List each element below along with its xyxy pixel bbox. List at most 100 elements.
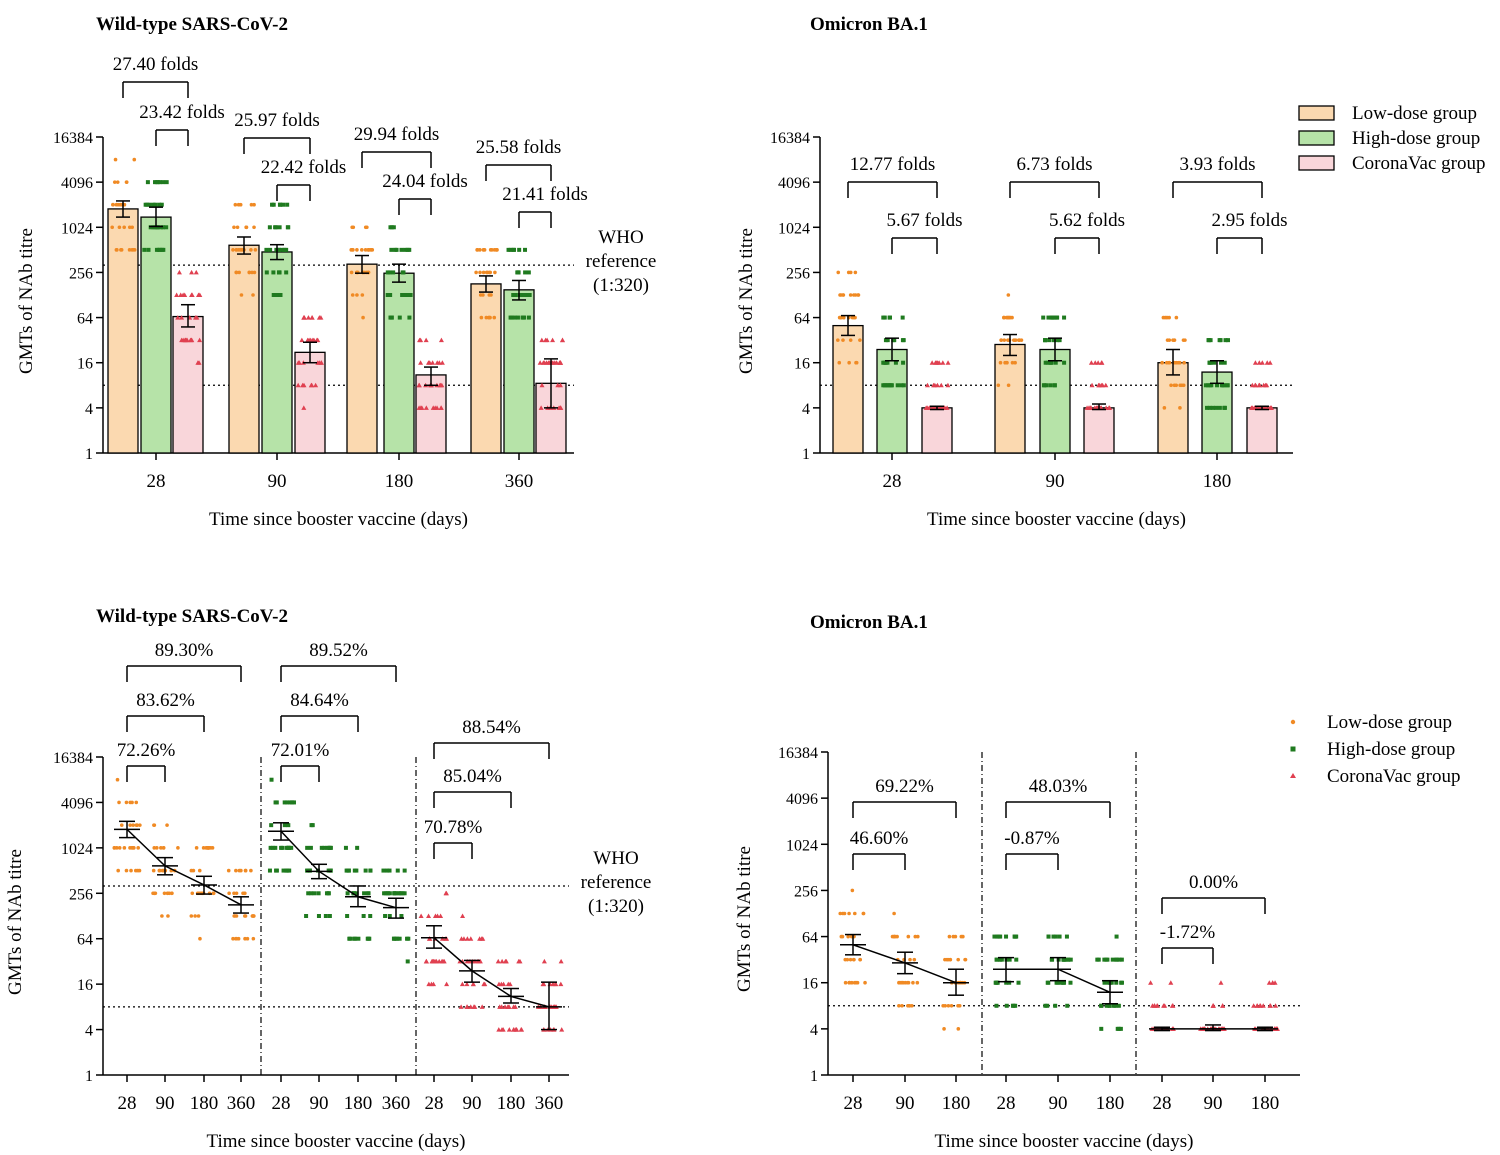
data-point-low-dose <box>119 823 124 827</box>
data-point-coronavac <box>1161 1003 1167 1008</box>
data-point-high-dose <box>509 315 514 320</box>
data-point-high-dose <box>402 891 407 896</box>
data-point-high-dose <box>1068 957 1073 962</box>
reduction-percent-label: 72.01% <box>271 740 330 761</box>
data-point-coronavac <box>511 1027 517 1032</box>
x-tick-label: 90 <box>463 1093 482 1114</box>
data-point-coronavac <box>495 958 501 964</box>
panel-d: Omicron BA.1 1 4 16 64 256 1024 4096 16384 GMTs o… <box>734 612 1300 1152</box>
data-point-high-dose <box>277 225 282 230</box>
data-point-high-dose <box>270 202 275 207</box>
x-tick-label: 90 <box>268 471 287 492</box>
data-point-high-dose <box>397 936 402 941</box>
data-point-high-dose <box>889 383 894 388</box>
data-point-high-dose <box>362 891 367 896</box>
data-point-low-dose <box>852 911 857 916</box>
x-tick-label: 180 <box>942 1093 971 1114</box>
data-point-high-dose <box>1061 957 1066 962</box>
bar-low-dose <box>107 208 139 454</box>
data-point-low-dose <box>961 934 965 939</box>
data-point-low-dose <box>841 293 845 297</box>
data-point-high-dose <box>1058 980 1063 985</box>
data-point-high-dose <box>389 225 394 230</box>
data-point-high-dose <box>388 293 393 297</box>
data-point-low-dose <box>1010 360 1015 365</box>
data-point-coronavac <box>940 405 946 410</box>
data-point-high-dose <box>1065 1003 1070 1008</box>
data-point-low-dose <box>838 911 843 916</box>
data-point-coronavac <box>1264 382 1270 388</box>
data-point-high-dose <box>1214 405 1219 410</box>
x-tick-label: 180 <box>344 1093 373 1114</box>
fold-change-label: 5.67 folds <box>887 210 963 231</box>
data-point-coronavac <box>552 360 558 365</box>
data-point-low-dose <box>235 225 240 230</box>
x-tick-label: 180 <box>1251 1093 1280 1114</box>
data-point-high-dose <box>1048 383 1053 388</box>
legend-swatch-coronavac <box>1298 155 1335 171</box>
x-tick-label: 28 <box>272 1093 291 1114</box>
data-point-high-dose <box>157 202 162 207</box>
data-point-high-dose <box>385 891 390 896</box>
data-point-low-dose <box>897 1003 901 1008</box>
data-point-low-dose <box>949 1003 954 1008</box>
data-point-high-dose <box>407 247 412 252</box>
data-point-high-dose <box>1221 383 1226 388</box>
data-point-low-dose <box>946 957 950 962</box>
data-point-low-dose <box>1005 360 1009 365</box>
data-point-low-dose <box>234 868 238 873</box>
legend-label: Low-dose group <box>1352 103 1477 124</box>
data-point-high-dose <box>345 891 350 896</box>
data-point-low-dose <box>243 868 248 873</box>
data-point-low-dose <box>239 293 244 297</box>
data-point-coronavac <box>1262 405 1268 410</box>
reduction-percent-label: -1.72% <box>1160 922 1216 943</box>
data-point-low-dose <box>943 957 947 962</box>
data-point-low-dose <box>245 936 250 941</box>
data-point-high-dose <box>408 293 413 297</box>
x-tick-label: 90 <box>310 1093 329 1114</box>
data-point-low-dose <box>111 202 115 207</box>
data-point-coronavac <box>1256 382 1262 388</box>
x-tick-label: 28 <box>997 1093 1016 1114</box>
bar-coronavac <box>415 374 447 454</box>
data-point-low-dose <box>846 270 851 275</box>
data-point-low-dose <box>956 1003 960 1008</box>
data-point-coronavac <box>178 292 184 297</box>
data-point-low-dose <box>194 846 199 850</box>
who-reference-label: WHO <box>593 848 638 869</box>
y-tick-label: 64 <box>802 930 818 947</box>
data-point-high-dose <box>267 868 272 873</box>
data-point-high-dose <box>343 845 348 850</box>
data-point-coronavac <box>435 913 441 918</box>
data-point-high-dose <box>145 202 150 207</box>
bar-coronavac <box>1246 407 1278 454</box>
legend-marker-coronavac <box>1290 773 1296 778</box>
data-point-high-dose <box>1014 957 1019 962</box>
data-point-coronavac <box>1218 980 1224 985</box>
data-point-low-dose <box>124 800 129 805</box>
data-point-low-dose <box>162 891 167 896</box>
data-point-high-dose <box>1205 405 1209 410</box>
data-point-low-dose <box>956 1027 961 1031</box>
data-point-high-dose <box>155 225 160 230</box>
data-point-high-dose <box>899 383 904 388</box>
data-point-low-dose <box>1172 338 1176 342</box>
x-tick-label: 90 <box>1046 471 1065 492</box>
data-point-high-dose <box>1117 957 1122 962</box>
data-point-coronavac <box>482 981 488 987</box>
data-point-low-dose <box>850 315 855 320</box>
data-point-low-dose <box>232 914 236 918</box>
data-point-low-dose <box>130 800 134 805</box>
data-point-low-dose <box>946 1003 951 1008</box>
data-point-low-dose <box>226 868 231 873</box>
data-point-high-dose <box>153 225 158 230</box>
data-point-low-dose <box>131 823 135 827</box>
data-point-low-dose <box>852 980 857 985</box>
data-point-high-dose <box>1047 338 1052 343</box>
data-point-low-dose <box>1006 293 1011 297</box>
y-tick-label: 16 <box>802 976 818 993</box>
data-point-high-dose <box>385 868 390 873</box>
data-point-coronavac <box>539 337 545 343</box>
data-point-low-dose <box>236 202 241 207</box>
